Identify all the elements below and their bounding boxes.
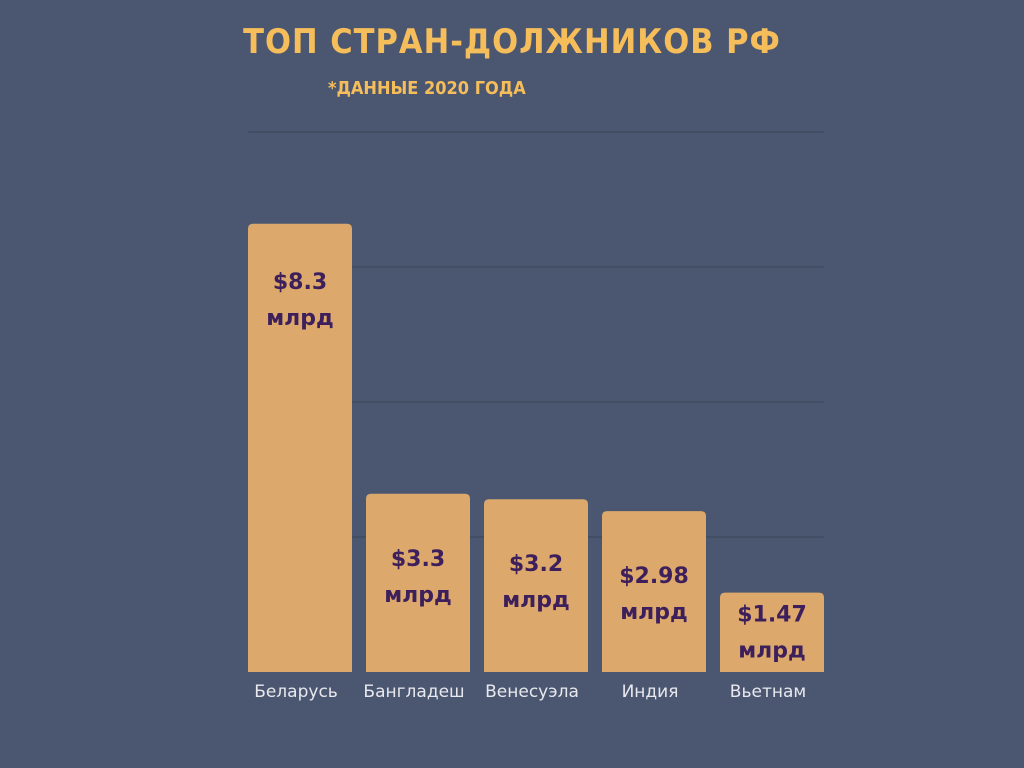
bar-unit-label: млрд [384, 583, 452, 608]
category-label: Бангладеш [363, 682, 464, 702]
bar-value-label: $3.2 [509, 552, 563, 577]
bar [248, 223, 352, 673]
bar-value-label: $2.98 [619, 564, 689, 589]
bar-unit-label: млрд [620, 600, 688, 625]
chart-subtitle: *ДАННЫЕ 2020 ГОДА [328, 78, 526, 99]
bar-unit-label: млрд [266, 306, 334, 331]
bar [720, 592, 824, 672]
bar-unit-label: млрд [738, 639, 806, 664]
bar-value-label: $1.47 [737, 603, 807, 628]
category-label: Индия [622, 682, 679, 702]
bar-unit-label: млрд [502, 588, 570, 613]
bar [366, 493, 470, 672]
bar [484, 499, 588, 672]
category-label: Венесуэла [485, 682, 579, 702]
bar-value-label: $3.3 [391, 547, 445, 572]
bar-value-label: $8.3 [273, 270, 327, 295]
chart-title: ТОП СТРАН-ДОЛЖНИКОВ РФ [243, 22, 781, 62]
category-label: Беларусь [254, 682, 338, 702]
category-label: Вьетнам [730, 682, 806, 702]
bar [602, 511, 706, 672]
